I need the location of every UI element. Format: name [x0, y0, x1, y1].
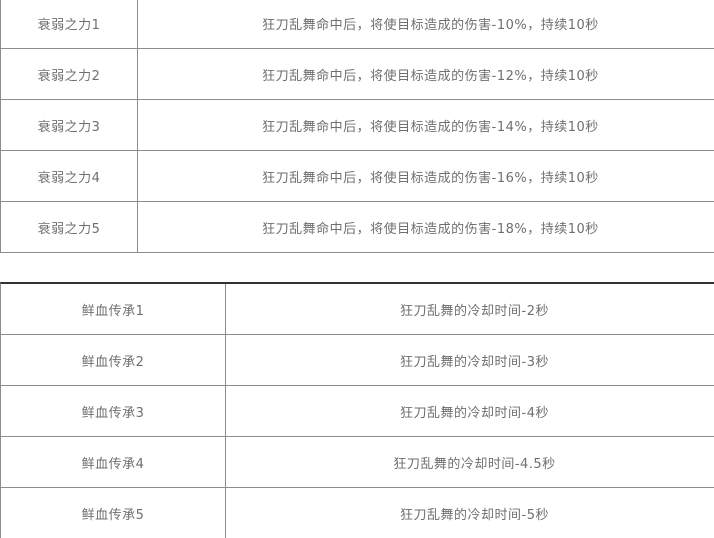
table-row: 衰弱之力3 狂刀乱舞命中后，将使目标造成的伤害-14%，持续10秒 [1, 100, 714, 151]
skill-name-cell: 鲜血传承5 [1, 488, 226, 538]
skill-effect-cell: 狂刀乱舞命中后，将使目标造成的伤害-18%，持续10秒 [262, 221, 599, 237]
skill-effect-cell: 狂刀乱舞的冷却时间-4.5秒 [393, 456, 556, 472]
table-row: 鲜血传承5 狂刀乱舞的冷却时间-5秒 [1, 488, 714, 538]
skill-name-cell: 衰弱之力3 [1, 100, 138, 150]
skill-effect-cell: 狂刀乱舞命中后，将使目标造成的伤害-10%，持续10秒 [262, 17, 599, 33]
skill-name-cell: 衰弱之力4 [1, 151, 138, 201]
table-row: 衰弱之力5 狂刀乱舞命中后，将使目标造成的伤害-18%，持续10秒 [1, 202, 714, 253]
table-row: 衰弱之力4 狂刀乱舞命中后，将使目标造成的伤害-16%，持续10秒 [1, 151, 714, 202]
blood-heritage-table: 鲜血传承1 狂刀乱舞的冷却时间-2秒 鲜血传承2 狂刀乱舞的冷却时间-3秒 鲜血… [0, 282, 714, 538]
table-row: 衰弱之力1 狂刀乱舞命中后，将使目标造成的伤害-10%，持续10秒 [1, 0, 714, 49]
skill-effect-cell: 狂刀乱舞命中后，将使目标造成的伤害-14%，持续10秒 [262, 119, 599, 135]
skill-effect-cell: 狂刀乱舞的冷却时间-5秒 [400, 507, 549, 523]
table-row: 鲜血传承4 狂刀乱舞的冷却时间-4.5秒 [1, 437, 714, 488]
table-row: 鲜血传承2 狂刀乱舞的冷却时间-3秒 [1, 335, 714, 386]
skill-name-cell: 鲜血传承4 [1, 437, 226, 487]
skill-effect-cell: 狂刀乱舞的冷却时间-2秒 [400, 303, 549, 319]
table-row: 鲜血传承1 狂刀乱舞的冷却时间-2秒 [1, 284, 714, 335]
skill-name-cell: 衰弱之力1 [1, 0, 138, 48]
skill-effect-cell: 狂刀乱舞命中后，将使目标造成的伤害-16%，持续10秒 [262, 170, 599, 186]
table-row: 鲜血传承3 狂刀乱舞的冷却时间-4秒 [1, 386, 714, 437]
skill-name-cell: 衰弱之力5 [1, 202, 138, 252]
skill-name-cell: 鲜血传承1 [1, 284, 226, 334]
skill-effect-cell: 狂刀乱舞的冷却时间-4秒 [400, 405, 549, 421]
table-row: 衰弱之力2 狂刀乱舞命中后，将使目标造成的伤害-12%，持续10秒 [1, 49, 714, 100]
skill-name-cell: 鲜血传承3 [1, 386, 226, 436]
skill-name-cell: 鲜血传承2 [1, 335, 226, 385]
weaken-power-table: 衰弱之力1 狂刀乱舞命中后，将使目标造成的伤害-10%，持续10秒 衰弱之力2 … [0, 0, 714, 253]
skill-name-cell: 衰弱之力2 [1, 49, 138, 99]
skill-effect-cell: 狂刀乱舞的冷却时间-3秒 [400, 354, 549, 370]
skill-effect-cell: 狂刀乱舞命中后，将使目标造成的伤害-12%，持续10秒 [262, 68, 599, 84]
